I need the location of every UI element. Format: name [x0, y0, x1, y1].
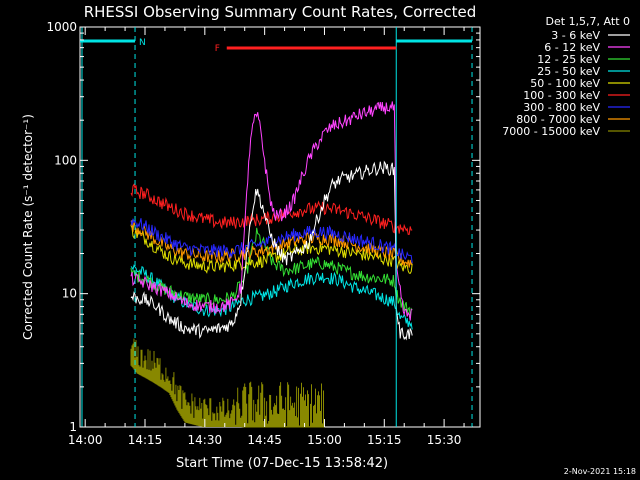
mode-label-1: N	[139, 38, 146, 48]
x-tick-label: 14:30	[188, 433, 223, 447]
series-line-2	[130, 101, 413, 321]
y-axis-label: Corrected Count Rate (s⁻¹ detector⁻¹)	[21, 114, 35, 340]
x-tick-label: 15:30	[427, 433, 462, 447]
legend-label-4: 25 - 50 keV	[537, 65, 600, 78]
plot-area: NF 14:00 14:15 14:30 14:45 15:00 15:15 15:30 1…	[46, 20, 481, 447]
x-tick-label: 14:00	[68, 433, 103, 447]
series-line-4	[130, 264, 413, 330]
series-band-9	[130, 338, 324, 427]
x-axis-label: Start Time (07-Dec-15 13:58:42)	[176, 456, 388, 471]
series-line-8	[130, 220, 413, 268]
x-tick-label: 15:15	[367, 433, 402, 447]
series-layer	[130, 101, 413, 428]
legend-header: Det 1,5,7, Att 0	[546, 15, 630, 28]
legend-label-8: 800 - 7000 keV	[516, 113, 600, 126]
chart-title: RHESSI Observing Summary Count Rates, Co…	[84, 3, 477, 21]
series-line-3	[130, 227, 413, 316]
legend-label-2: 6 - 12 keV	[544, 41, 600, 54]
series-line-5	[130, 225, 413, 274]
y-tick-label: 10	[62, 287, 77, 301]
series-line-6	[130, 183, 413, 235]
y-tick-label: 1	[69, 420, 77, 434]
x-axis-ticks: 14:00 14:15 14:30 14:45 15:00 15:15 15:30	[68, 27, 465, 447]
legend-label-1: 3 - 6 keV	[551, 29, 600, 42]
legend-label-6: 100 - 300 keV	[523, 89, 600, 102]
y-tick-label: 1000	[46, 20, 77, 34]
y-axis-ticks: 1 10 100 1000	[46, 20, 480, 434]
series-line-1	[130, 160, 413, 341]
legend-label-7: 300 - 800 keV	[523, 101, 600, 114]
annotation-layer: NF	[80, 27, 473, 427]
y-tick-label: 100	[54, 153, 77, 167]
legend-label-9: 7000 - 15000 keV	[502, 125, 600, 138]
legend-label-5: 50 - 100 keV	[530, 77, 600, 90]
footer-date: 2-Nov-2021 15:18	[564, 467, 636, 476]
flare-label: F	[215, 44, 220, 54]
x-tick-label: 15:00	[307, 433, 342, 447]
legend-label-3: 12 - 25 keV	[537, 53, 600, 66]
x-tick-label: 14:15	[128, 433, 163, 447]
x-tick-label: 14:45	[247, 433, 282, 447]
